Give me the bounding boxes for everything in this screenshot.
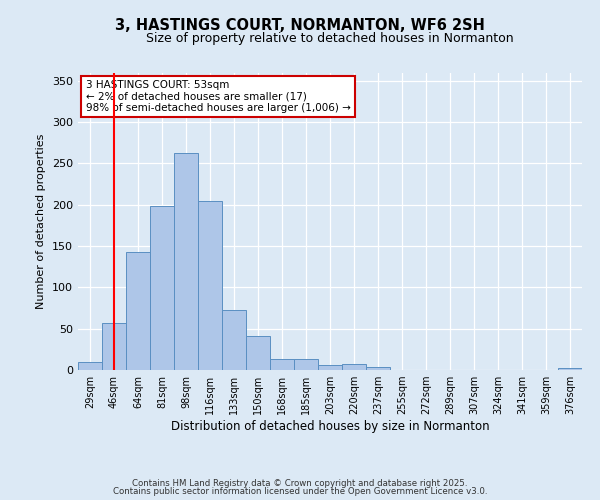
X-axis label: Distribution of detached houses by size in Normanton: Distribution of detached houses by size … <box>170 420 490 433</box>
Bar <box>222 310 246 370</box>
Bar <box>246 336 270 370</box>
Bar <box>174 152 198 370</box>
Y-axis label: Number of detached properties: Number of detached properties <box>37 134 46 309</box>
Text: 3, HASTINGS COURT, NORMANTON, WF6 2SH: 3, HASTINGS COURT, NORMANTON, WF6 2SH <box>115 18 485 32</box>
Bar <box>126 252 150 370</box>
Title: Size of property relative to detached houses in Normanton: Size of property relative to detached ho… <box>146 32 514 45</box>
Bar <box>270 360 294 370</box>
Bar <box>78 362 102 370</box>
Text: 3 HASTINGS COURT: 53sqm
← 2% of detached houses are smaller (17)
98% of semi-det: 3 HASTINGS COURT: 53sqm ← 2% of detached… <box>86 80 350 113</box>
Bar <box>366 366 390 370</box>
Text: Contains HM Land Registry data © Crown copyright and database right 2025.: Contains HM Land Registry data © Crown c… <box>132 478 468 488</box>
Bar <box>342 364 366 370</box>
Bar <box>558 368 582 370</box>
Text: Contains public sector information licensed under the Open Government Licence v3: Contains public sector information licen… <box>113 487 487 496</box>
Bar <box>150 206 174 370</box>
Bar <box>318 365 342 370</box>
Bar <box>198 202 222 370</box>
Bar <box>102 323 126 370</box>
Bar <box>294 360 318 370</box>
